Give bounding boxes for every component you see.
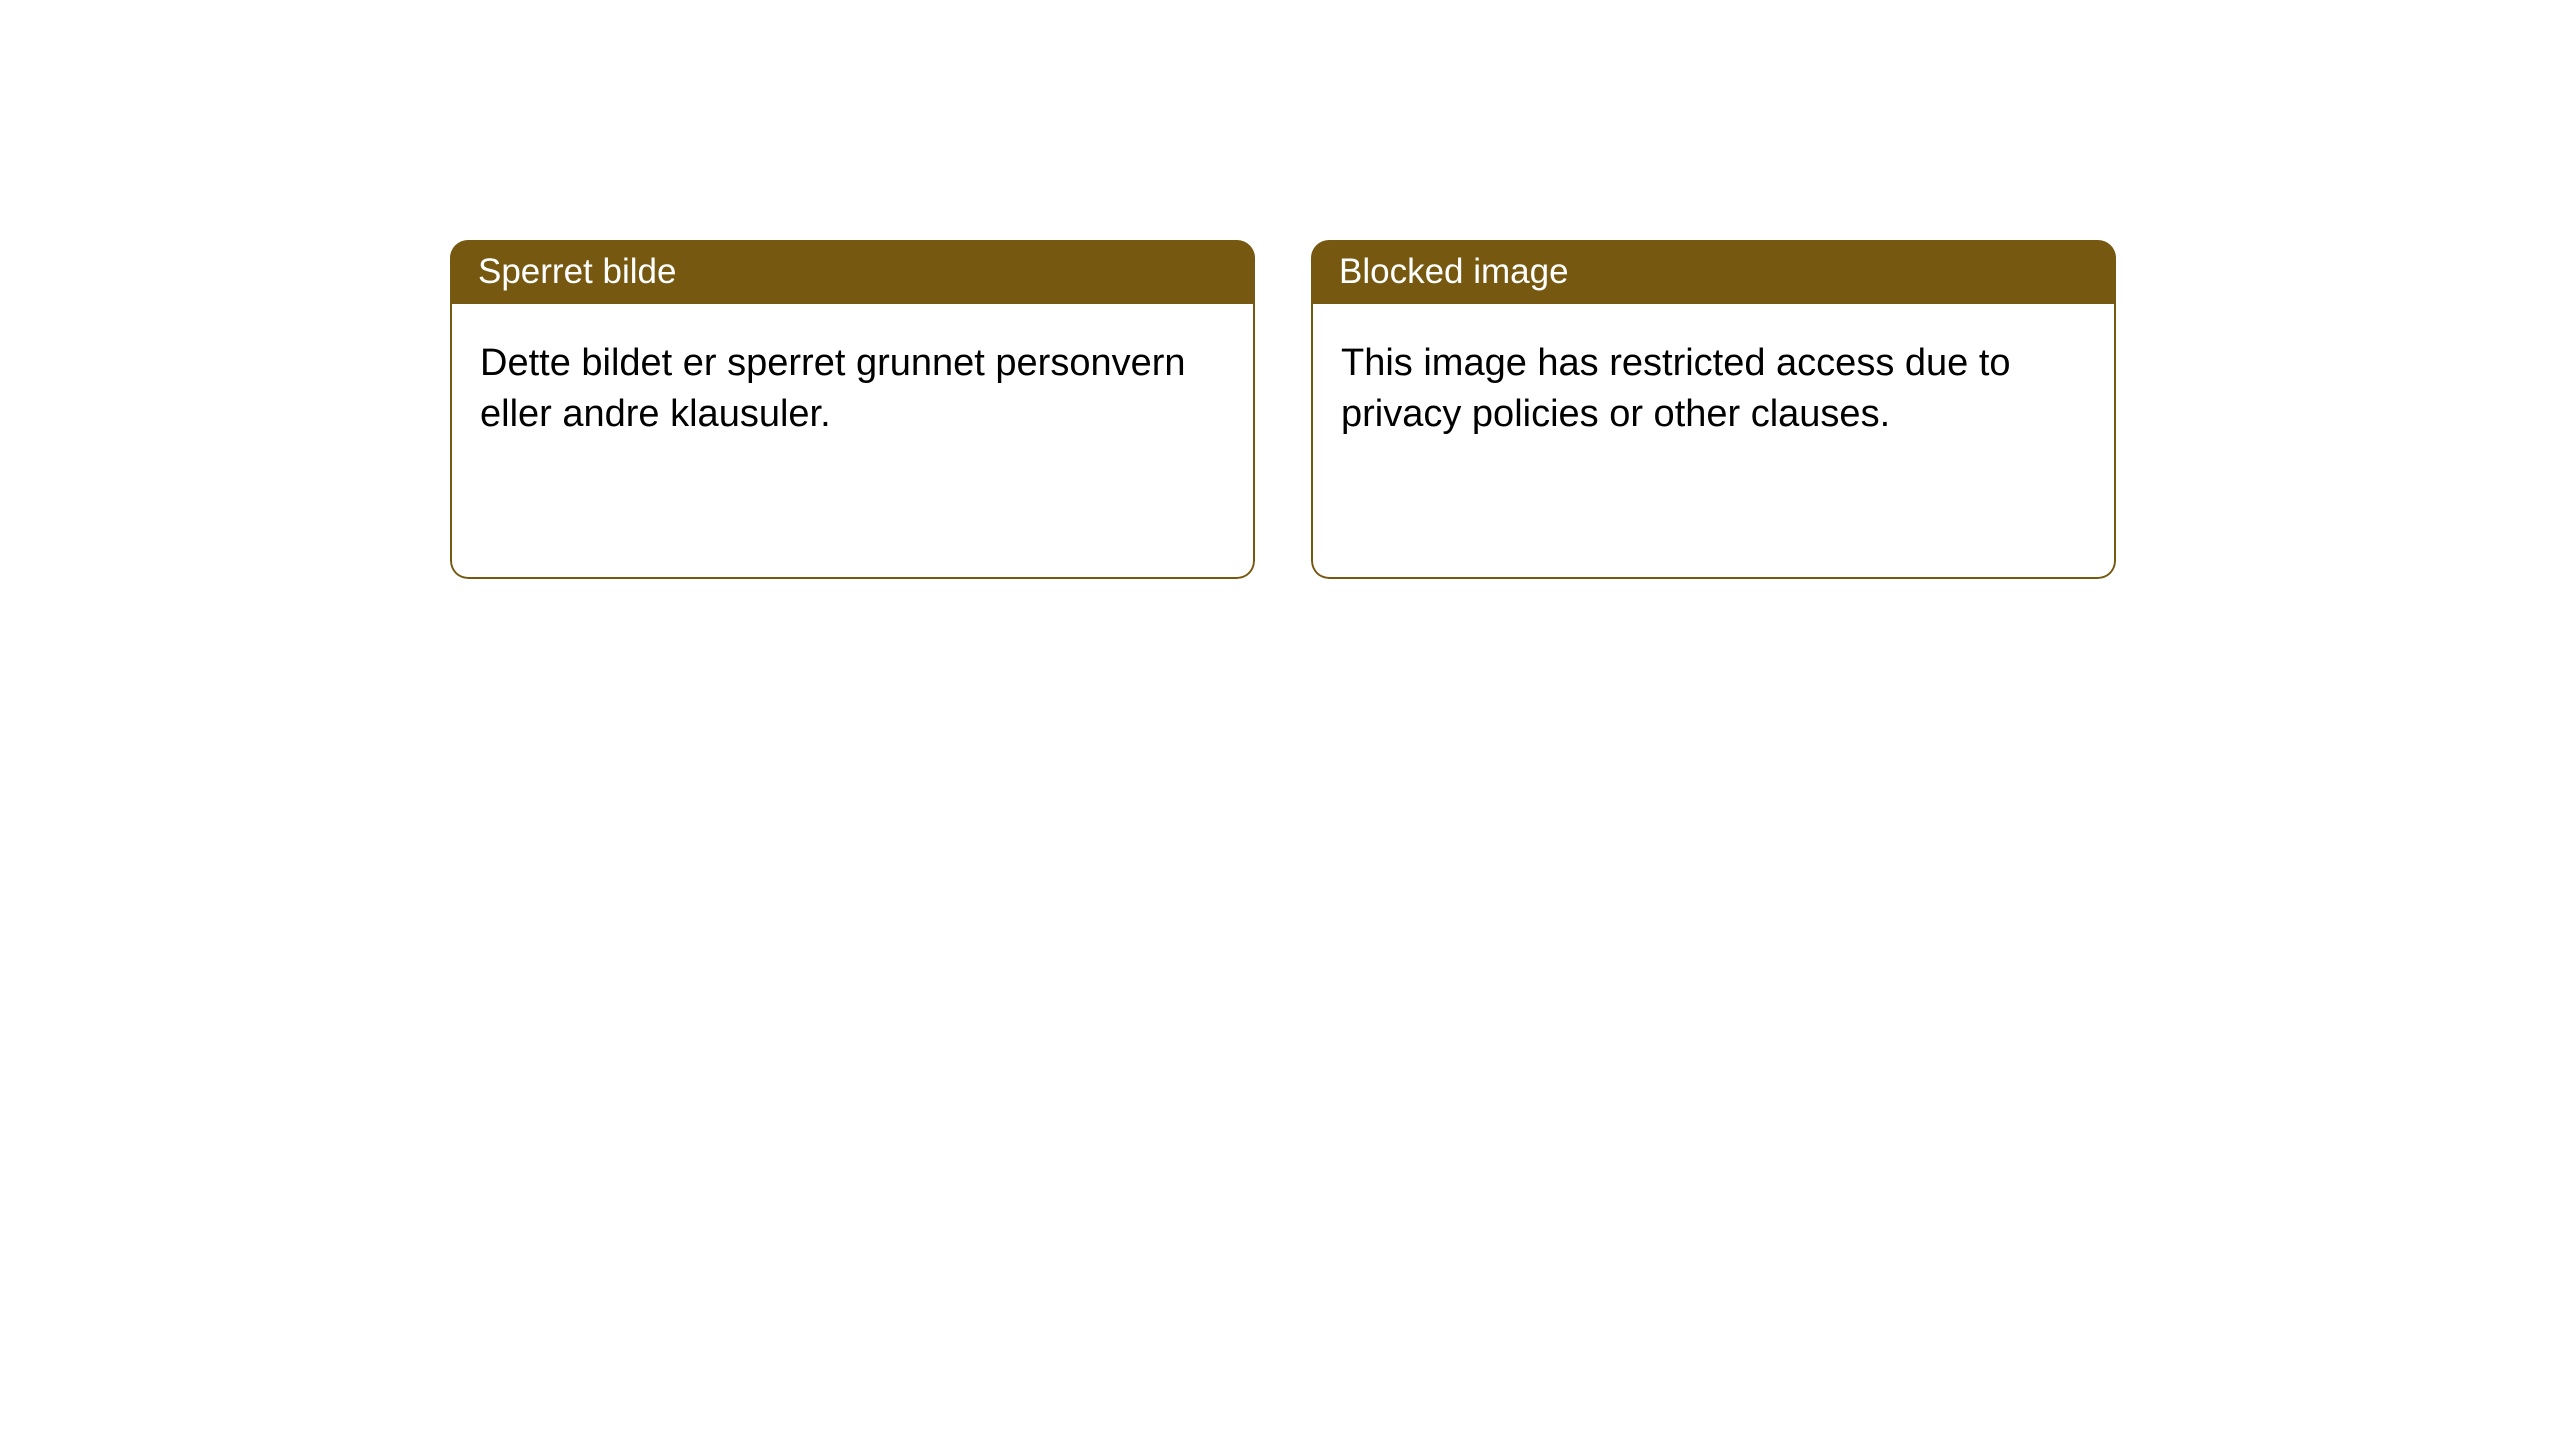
- notice-card-body: This image has restricted access due to …: [1311, 304, 2116, 579]
- notice-card-norwegian: Sperret bilde Dette bildet er sperret gr…: [450, 240, 1255, 579]
- notice-card-header: Sperret bilde: [450, 240, 1255, 304]
- notice-container: Sperret bilde Dette bildet er sperret gr…: [450, 240, 2130, 579]
- notice-card-english: Blocked image This image has restricted …: [1311, 240, 2116, 579]
- notice-card-header: Blocked image: [1311, 240, 2116, 304]
- notice-card-body: Dette bildet er sperret grunnet personve…: [450, 304, 1255, 579]
